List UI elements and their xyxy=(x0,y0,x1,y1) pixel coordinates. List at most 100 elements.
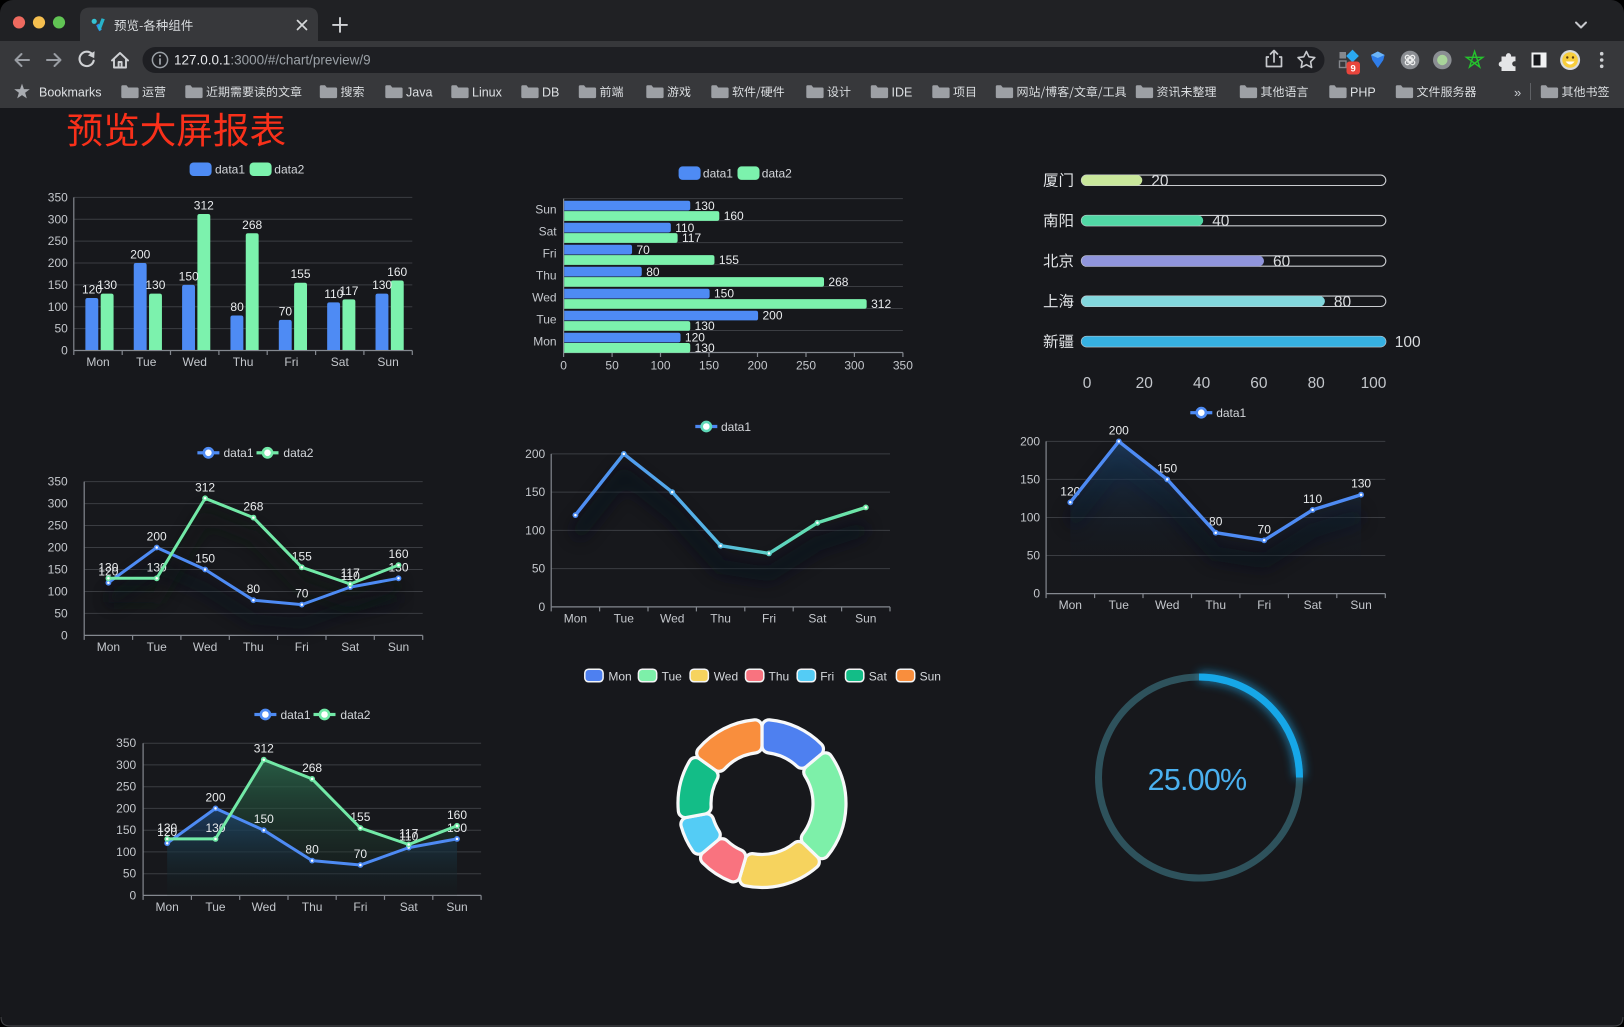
svg-text:Sat: Sat xyxy=(808,611,827,625)
svg-text:Sun: Sun xyxy=(1350,598,1371,612)
svg-text:data1: data1 xyxy=(721,420,751,434)
svg-text:312: 312 xyxy=(195,480,215,494)
svg-text:0: 0 xyxy=(539,600,546,614)
svg-text:60: 60 xyxy=(1273,254,1291,271)
svg-text:117: 117 xyxy=(341,566,360,580)
svg-text:0: 0 xyxy=(61,344,68,358)
svg-text:25.00%: 25.00% xyxy=(1148,763,1247,797)
svg-text:160: 160 xyxy=(447,808,467,822)
svg-text:Tue: Tue xyxy=(536,313,557,327)
svg-text:250: 250 xyxy=(48,519,68,533)
svg-text:300: 300 xyxy=(844,359,864,373)
svg-text:data2: data2 xyxy=(283,446,313,460)
svg-text:80: 80 xyxy=(305,843,319,857)
svg-text:70: 70 xyxy=(354,847,368,861)
svg-text:0: 0 xyxy=(1083,375,1092,392)
svg-text:150: 150 xyxy=(1020,472,1040,486)
svg-text:130: 130 xyxy=(145,278,165,292)
svg-text:130: 130 xyxy=(98,560,118,574)
svg-text:Mon: Mon xyxy=(608,669,631,683)
svg-text:300: 300 xyxy=(48,497,68,511)
svg-text:150: 150 xyxy=(254,812,274,826)
svg-text:110: 110 xyxy=(341,569,360,583)
svg-text:110: 110 xyxy=(675,221,694,235)
svg-text:Sat: Sat xyxy=(1304,598,1323,612)
svg-text:200: 200 xyxy=(1020,434,1040,448)
svg-text:127.0.0.1:3000/#/chart/preview: 127.0.0.1:3000/#/chart/preview/9 xyxy=(174,53,371,68)
svg-text:100: 100 xyxy=(1361,375,1387,392)
svg-text:268: 268 xyxy=(302,761,322,775)
svg-text:Thu: Thu xyxy=(1205,598,1226,612)
svg-text:80: 80 xyxy=(1209,515,1223,529)
svg-text:Wed: Wed xyxy=(1155,598,1179,612)
svg-text:Sun: Sun xyxy=(377,355,398,369)
svg-text:268: 268 xyxy=(243,500,263,514)
svg-text:Wed: Wed xyxy=(182,355,206,369)
svg-text:150: 150 xyxy=(714,287,734,301)
svg-text:100: 100 xyxy=(1020,511,1040,525)
svg-text:300: 300 xyxy=(48,212,68,226)
svg-text:Fri: Fri xyxy=(762,611,776,625)
svg-text:70: 70 xyxy=(279,304,293,318)
svg-text:312: 312 xyxy=(194,199,214,213)
svg-text:70: 70 xyxy=(1258,522,1272,536)
svg-text:Fri: Fri xyxy=(1257,598,1271,612)
svg-text:0: 0 xyxy=(61,628,68,642)
svg-text:Fri: Fri xyxy=(295,640,309,654)
svg-text:50: 50 xyxy=(123,867,137,881)
svg-text:Tue: Tue xyxy=(147,640,168,654)
svg-text:110: 110 xyxy=(1303,492,1322,506)
svg-text:50: 50 xyxy=(54,322,68,336)
svg-text:Tue: Tue xyxy=(614,611,635,625)
svg-text:Wed: Wed xyxy=(714,669,738,683)
svg-text:Sat: Sat xyxy=(400,900,419,914)
svg-text:100: 100 xyxy=(116,845,136,859)
svg-text:268: 268 xyxy=(242,218,262,232)
svg-text:350: 350 xyxy=(893,359,913,373)
svg-text:Mon: Mon xyxy=(86,355,109,369)
svg-text:150: 150 xyxy=(48,563,68,577)
svg-text:Tue: Tue xyxy=(662,669,683,683)
svg-text:117: 117 xyxy=(339,284,358,298)
svg-text:50: 50 xyxy=(54,606,68,620)
svg-text:Mon: Mon xyxy=(97,640,120,654)
svg-text:Fri: Fri xyxy=(284,355,298,369)
svg-text:100: 100 xyxy=(650,359,670,373)
svg-text:80: 80 xyxy=(646,265,660,279)
svg-text:Mon: Mon xyxy=(533,335,556,349)
svg-text:Wed: Wed xyxy=(252,900,276,914)
svg-text:200: 200 xyxy=(147,530,167,544)
svg-text:»: » xyxy=(1514,85,1521,100)
svg-text:150: 150 xyxy=(179,269,199,283)
svg-text:350: 350 xyxy=(48,190,68,204)
svg-text:Tue: Tue xyxy=(136,355,157,369)
svg-text:200: 200 xyxy=(48,541,68,555)
svg-text:9: 9 xyxy=(1351,64,1356,75)
svg-text:130: 130 xyxy=(157,821,177,835)
svg-text:Java: Java xyxy=(406,85,432,99)
svg-text:70: 70 xyxy=(637,243,651,257)
svg-text:250: 250 xyxy=(116,780,136,794)
svg-text:data1: data1 xyxy=(224,446,254,460)
svg-text:50: 50 xyxy=(605,359,619,373)
svg-text:150: 150 xyxy=(525,485,545,499)
svg-text:155: 155 xyxy=(719,253,739,267)
svg-text:250: 250 xyxy=(48,234,68,248)
svg-text:Sun: Sun xyxy=(855,611,876,625)
svg-text:Sat: Sat xyxy=(341,640,360,654)
svg-text:100: 100 xyxy=(48,300,68,314)
svg-text:117: 117 xyxy=(682,231,701,245)
svg-text:data1: data1 xyxy=(281,708,311,722)
svg-text:100: 100 xyxy=(525,523,545,537)
svg-text:200: 200 xyxy=(747,359,767,373)
svg-text:117: 117 xyxy=(399,827,418,841)
svg-text:120: 120 xyxy=(157,825,177,839)
svg-text:Thu: Thu xyxy=(710,611,731,625)
svg-text:Sun: Sun xyxy=(446,900,467,914)
svg-text:80: 80 xyxy=(1334,294,1352,311)
svg-text:250: 250 xyxy=(796,359,816,373)
svg-text:155: 155 xyxy=(350,810,370,824)
svg-text:130: 130 xyxy=(1351,477,1371,491)
svg-text:160: 160 xyxy=(387,265,407,279)
svg-text:20: 20 xyxy=(1136,375,1154,392)
